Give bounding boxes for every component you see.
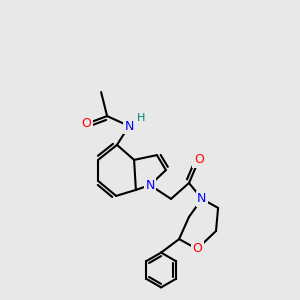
Text: O: O (81, 117, 91, 130)
Text: N: N (197, 192, 207, 206)
Text: H: H (137, 112, 145, 123)
Text: N: N (124, 119, 134, 133)
Text: N: N (145, 178, 155, 192)
Text: O: O (194, 153, 204, 167)
Text: O: O (192, 242, 202, 256)
